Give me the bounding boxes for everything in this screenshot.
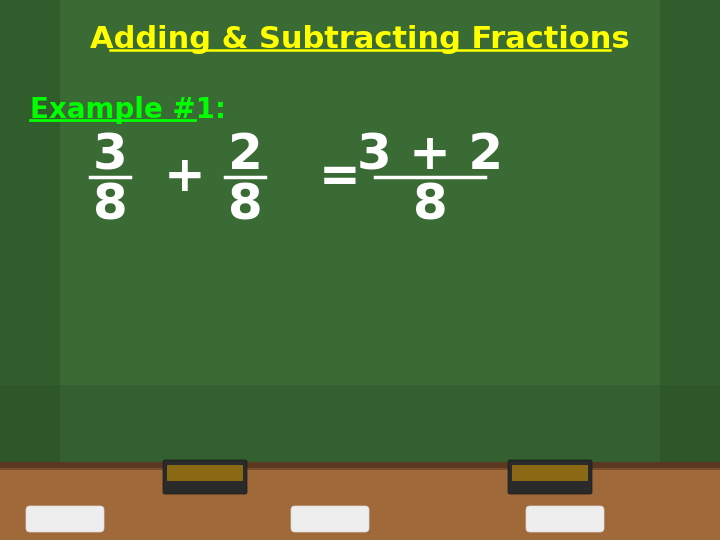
Text: 8: 8 <box>413 181 447 229</box>
FancyBboxPatch shape <box>512 465 588 481</box>
Text: 8: 8 <box>93 181 127 229</box>
Text: 8: 8 <box>228 181 262 229</box>
Bar <box>0 0 720 465</box>
FancyBboxPatch shape <box>26 506 104 532</box>
FancyBboxPatch shape <box>167 465 243 481</box>
Text: =: = <box>319 153 361 201</box>
Text: +: + <box>164 153 206 201</box>
FancyBboxPatch shape <box>508 460 592 494</box>
Text: Example #1:: Example #1: <box>30 96 226 124</box>
FancyBboxPatch shape <box>163 460 247 494</box>
Bar <box>0 0 60 465</box>
Text: 3: 3 <box>93 131 127 179</box>
Text: Adding & Subtracting Fractions: Adding & Subtracting Fractions <box>90 25 630 55</box>
Text: 2: 2 <box>228 131 262 179</box>
Bar <box>0 465 720 540</box>
Bar <box>0 385 720 465</box>
FancyBboxPatch shape <box>291 506 369 532</box>
Bar <box>660 0 720 465</box>
FancyBboxPatch shape <box>526 506 604 532</box>
Bar <box>0 462 720 468</box>
Text: 3 + 2: 3 + 2 <box>357 131 503 179</box>
Bar <box>0 462 720 470</box>
